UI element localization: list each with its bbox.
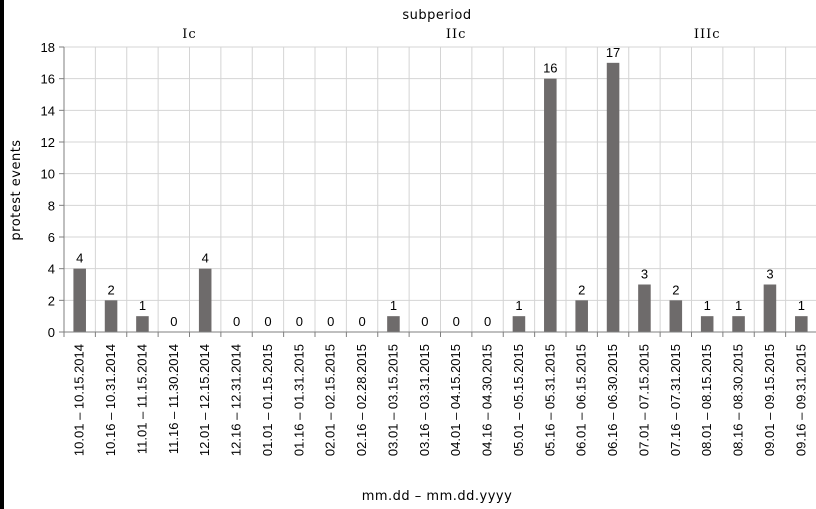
y-tick-label: 4: [48, 262, 55, 277]
data-label: 16: [543, 61, 557, 76]
data-label: 0: [484, 314, 491, 329]
data-label: 1: [704, 298, 711, 313]
x-tick-label: 03.01 – 03.15.2015: [385, 344, 400, 456]
bar: [198, 268, 212, 332]
x-tick-label: 03.16 – 03.31.2015: [417, 344, 432, 456]
subperiod-labels: Ic IIc IIIc: [182, 27, 721, 42]
data-label: 1: [735, 298, 742, 313]
x-tick-label: 07.16 – 07.31.2015: [668, 344, 683, 456]
y-axis-title: protest events: [9, 139, 24, 240]
subperiod-label: IIIc: [694, 27, 721, 42]
y-tick-label: 2: [48, 293, 55, 308]
data-label: 4: [76, 251, 83, 266]
x-tick-label: 02.16 – 02.28.2015: [354, 344, 369, 456]
y-tick-label: 8: [48, 198, 55, 213]
bar: [638, 284, 651, 332]
subperiod-label: Ic: [182, 27, 196, 42]
x-tick-label: 06.01 – 06.15.2015: [574, 344, 589, 456]
x-tick-label: 04.16 – 04.30.2015: [480, 344, 495, 456]
data-label: 0: [296, 314, 303, 329]
axes: [63, 47, 816, 337]
left-edge-bar: [0, 0, 4, 509]
bar: [763, 284, 777, 332]
data-label: 0: [264, 314, 271, 329]
data-label: 4: [202, 251, 209, 266]
data-label: 0: [233, 314, 240, 329]
bars: [73, 62, 808, 333]
x-tick-label: 11.16 – 11.30.2014: [166, 344, 181, 454]
x-tick-label: 04.01 – 04.15.2015: [448, 344, 463, 456]
y-ticks: 0 2 4 6 8 10 12 14 16 18: [41, 40, 64, 340]
data-label: 0: [421, 314, 428, 329]
data-label: 17: [606, 45, 620, 60]
data-label: 3: [641, 267, 648, 282]
data-label: 1: [139, 298, 146, 313]
x-tick-label: 10.01 – 10.15.2014: [72, 344, 87, 456]
data-label: 2: [672, 282, 679, 297]
bar: [732, 316, 745, 332]
bar: [104, 300, 118, 332]
y-tick-label: 6: [48, 230, 55, 245]
x-tick-label: 09.01 – 09.15.2015: [762, 344, 777, 456]
x-axis-title: mm.dd – mm.dd.yyyy: [362, 489, 513, 504]
x-tick-label: 02.01 – 02.15.2015: [323, 344, 338, 456]
data-label: 0: [453, 314, 460, 329]
data-label: 1: [798, 298, 805, 313]
bar: [606, 62, 620, 332]
y-tick-label: 0: [48, 325, 55, 340]
data-label: 2: [107, 282, 114, 297]
y-tick-label: 18: [41, 40, 55, 55]
data-label: 0: [327, 314, 334, 329]
top-axis-title: subperiod: [402, 8, 471, 23]
subperiod-label: IIc: [446, 27, 467, 42]
x-tick-label: 11.01 – 11.15.2014: [134, 344, 149, 454]
bar: [575, 300, 588, 332]
data-label: 0: [358, 314, 365, 329]
bar: [669, 300, 683, 332]
bar: [136, 316, 149, 332]
x-tick-label: 08.01 – 08.15.2015: [699, 344, 714, 456]
x-tick-label: 05.01 – 05.15.2015: [511, 344, 526, 456]
data-label: 2: [578, 282, 585, 297]
x-tick-label: 09.16 – 09.31.2015: [793, 344, 808, 456]
y-tick-label: 10: [41, 167, 55, 182]
x-tick-label: 12.01 – 12.15.2014: [197, 344, 212, 456]
y-tick-label: 12: [41, 135, 55, 150]
bar: [544, 78, 557, 333]
x-tick-label: 10.16 – 10.31.2014: [103, 344, 118, 456]
bar: [700, 316, 714, 332]
x-tick-label: 01.16 – 01.31.2015: [291, 344, 306, 456]
data-label: 3: [766, 267, 773, 282]
bar: [387, 316, 400, 332]
bar: [512, 316, 526, 332]
x-tick-label: 01.01 – 01.15.2015: [260, 344, 275, 456]
data-label: 1: [515, 298, 522, 313]
x-tick-label: 12.16 – 12.31.2014: [229, 344, 244, 456]
data-label: 1: [390, 298, 397, 313]
x-tick-label: 08.16 – 08.30.2015: [731, 344, 746, 456]
x-tick-labels: 10.01 – 10.15.2014 10.16 – 10.31.2014 11.0…: [72, 344, 809, 456]
x-tick-label: 06.16 – 06.30.2015: [605, 344, 620, 456]
x-tick-label: 07.01 – 07.15.2015: [636, 344, 651, 456]
y-tick-label: 14: [41, 103, 55, 118]
bar: [73, 268, 86, 332]
x-tick-label: 05.16 – 05.31.2015: [542, 344, 557, 456]
bar: [795, 316, 808, 332]
y-tick-label: 16: [41, 72, 55, 87]
data-label: 0: [170, 314, 177, 329]
gridlines: [63, 46, 816, 332]
